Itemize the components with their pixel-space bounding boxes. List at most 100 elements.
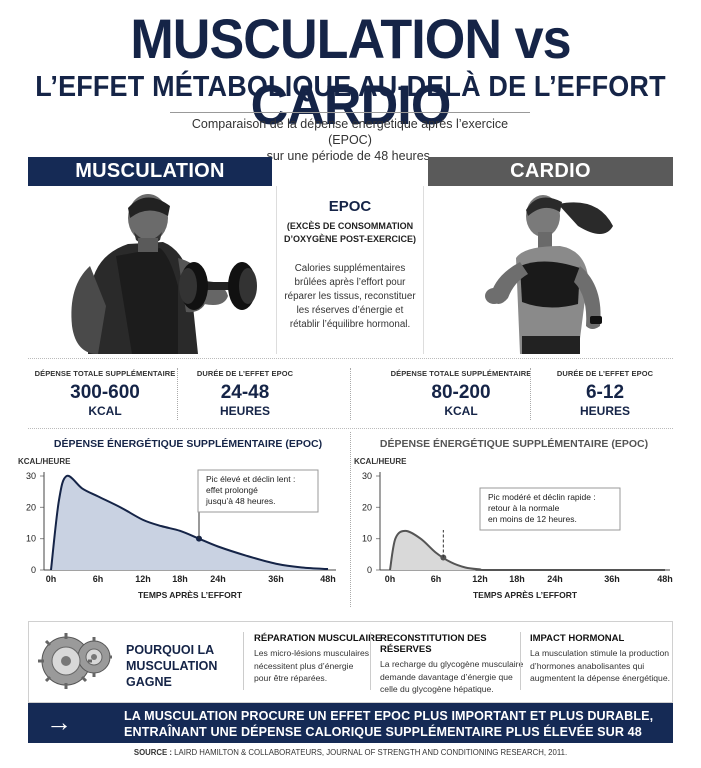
page-subtitle: L’EFFET MÉTABOLIQUE AU-DELÀ DE L’EFFORT bbox=[35, 71, 666, 103]
stats-divider bbox=[177, 368, 178, 420]
x-tick-label: 0h bbox=[46, 574, 57, 584]
x-tick-label: 48h bbox=[657, 574, 673, 584]
gears-illustration bbox=[36, 627, 114, 697]
x-axis-label: TEMPS APRÈS L’EFFORT bbox=[473, 590, 578, 600]
musc-duration-label: DURÉE DE L’EFFET EPOC bbox=[196, 369, 294, 378]
reason-desc-line: d’hormones anabolisantes qui bbox=[530, 660, 645, 671]
reason-title: IMPACT HORMONAL bbox=[530, 633, 625, 644]
musc-duration-value: 24-48 bbox=[220, 382, 270, 403]
col-divider bbox=[370, 632, 371, 690]
cardio-duration-value: 6-12 bbox=[585, 382, 625, 403]
x-tick-label: 24h bbox=[210, 574, 226, 584]
reason-desc-line: nécessitent plus d’énergie bbox=[254, 660, 354, 671]
annotation-line: retour à la normale bbox=[488, 503, 560, 513]
musc-total-value: 300-600 bbox=[70, 382, 140, 403]
conclusion-text: LA MUSCULATION PROCURE UN EFFET EPOC PLU… bbox=[124, 708, 673, 756]
annotation-line: jusqu’à 48 heures. bbox=[205, 496, 275, 506]
cardio-duration-unit: HEURES bbox=[579, 404, 630, 418]
x-axis-label: TEMPS APRÈS L’EFFORT bbox=[138, 590, 243, 600]
musc-duration-stat: DURÉE DE L’EFFET EPOC 24-48 HEURES bbox=[170, 369, 320, 418]
annotation-box bbox=[197, 469, 319, 513]
musc-total-label: DÉPENSE TOTALE SUPPLÉMENTAIRE bbox=[34, 369, 176, 378]
x-tick-label: 6h bbox=[93, 574, 104, 584]
cardio-duration-stat: DURÉE DE L’EFFET EPOC 6-12 HEURES bbox=[530, 369, 680, 418]
epoc-subtitle-line-1: (EXCÈS DE CONSOMMATION bbox=[286, 221, 414, 231]
weightlifter-photo bbox=[28, 186, 272, 354]
source-text: LAIRD HAMILTON & COLLABORATEURS, JOURNAL… bbox=[174, 748, 568, 757]
cardio-total-label: DÉPENSE TOTALE SUPPLÉMENTAIRE bbox=[390, 369, 532, 378]
reason-desc-line: celle du glycogène hépatique. bbox=[380, 684, 494, 694]
charts-center-divider bbox=[350, 432, 351, 607]
epoc-subtitle-line-2: D’OXYGÈNE POST-EXERCICE) bbox=[283, 234, 417, 244]
page-title: MUSCULATION vs CARDIO bbox=[130, 7, 571, 136]
series-area bbox=[390, 530, 665, 570]
epoc-description: Calories supplémentaires brûlées après l… bbox=[277, 262, 423, 332]
stats-bottom-divider bbox=[28, 428, 673, 429]
annotation-box bbox=[479, 487, 621, 531]
cardio-total-stat: DÉPENSE TOTALE SUPPLÉMENTAIRE 80-200 KCA… bbox=[386, 369, 536, 418]
y-tick-label: 20 bbox=[26, 502, 36, 512]
musc-chart-title: DÉPENSE ÉNERGÉTIQUE SUPPLÉMENTAIRE (EPOC… bbox=[53, 438, 323, 450]
runner-photo bbox=[428, 186, 673, 354]
annotation-line: en moins de 12 heures. bbox=[488, 514, 577, 524]
reason-desc-line: La musculation stimule la production bbox=[530, 648, 670, 658]
reason-desc-line: demande davantage d’énergie que bbox=[380, 671, 513, 682]
reason-desc-line: augmentent la dépense énergétique. bbox=[530, 673, 670, 683]
series-line bbox=[389, 529, 665, 571]
annotation-point bbox=[196, 535, 202, 542]
x-tick-label: 48h bbox=[320, 574, 336, 584]
epoc-desc-line-2: brûlées après l’effort pour bbox=[294, 277, 406, 288]
reason-title: RECONSTITUTION DES RÉSERVES bbox=[380, 633, 487, 655]
y-axis-label: KCAL/HEURE bbox=[18, 457, 71, 466]
epoc-subtitle: (EXCÈS DE CONSOMMATION D’OXYGÈNE POST-EX… bbox=[277, 220, 423, 246]
conclusion-banner: → LA MUSCULATION PROCURE UN EFFET EPOC P… bbox=[28, 703, 673, 755]
epoc-desc-line-1: Calories supplémentaires bbox=[294, 263, 406, 274]
reason-title: RÉPARATION MUSCULAIRE bbox=[254, 633, 382, 644]
y-tick-label: 10 bbox=[362, 534, 372, 544]
epoc-desc-line-5: rétablir l’équilibre hormonal. bbox=[289, 319, 411, 330]
x-tick-label: 36h bbox=[268, 574, 284, 584]
why-title-line-2: MUSCULATION GAGNE bbox=[126, 659, 218, 689]
x-tick-label: 18h bbox=[509, 574, 525, 584]
arrow-right-icon: → bbox=[46, 707, 72, 737]
intro-line-1: Comparaison de la dépense énergétique ap… bbox=[191, 117, 509, 147]
cardio-total-unit: KCAL bbox=[444, 404, 478, 418]
cardio-duration-label: DURÉE DE L’EFFET EPOC bbox=[556, 369, 654, 378]
musc-total-stat: DÉPENSE TOTALE SUPPLÉMENTAIRE 300-600 KC… bbox=[30, 369, 180, 418]
y-tick-label: 20 bbox=[362, 502, 372, 512]
reason-desc-line: pour être réparées. bbox=[254, 673, 328, 683]
x-tick-label: 6h bbox=[431, 574, 442, 584]
series-area bbox=[51, 475, 328, 570]
source-label: SOURCE : bbox=[133, 748, 172, 757]
x-tick-label: 12h bbox=[472, 574, 488, 584]
y-tick-label: 0 bbox=[31, 565, 36, 575]
epoc-desc-line-3: réparer les tissus, reconstituer bbox=[284, 291, 416, 302]
why-title-line-1: POURQUOI LA bbox=[126, 643, 215, 657]
cardio-chart-title: DÉPENSE ÉNERGÉTIQUE SUPPLÉMENTAIRE (EPOC… bbox=[379, 438, 649, 450]
y-tick-label: 30 bbox=[362, 471, 372, 481]
annotation-line: effet prolongé bbox=[206, 485, 258, 495]
epoc-title: EPOC bbox=[328, 198, 372, 215]
cardio-band: CARDIO bbox=[428, 157, 673, 186]
why-box bbox=[28, 621, 673, 703]
x-tick-label: 12h bbox=[135, 574, 151, 584]
intro-text: Comparaison de la dépense énergétique ap… bbox=[170, 112, 530, 164]
stats-divider bbox=[530, 368, 531, 420]
x-tick-label: 24h bbox=[547, 574, 563, 584]
reason-column: RÉPARATION MUSCULAIRE Les micro-lésions … bbox=[254, 633, 394, 685]
why-title: POURQUOI LA MUSCULATION GAGNE bbox=[126, 642, 236, 690]
reason-desc-line: La recharge du glycogène musculaire bbox=[380, 659, 524, 669]
stats-top-divider bbox=[28, 358, 673, 359]
epoc-explanation: EPOC (EXCÈS DE CONSOMMATION D’OXYGÈNE PO… bbox=[276, 186, 424, 354]
epoc-desc-line-4: les réserves d’énergie et bbox=[296, 305, 404, 316]
stats-center-divider bbox=[350, 368, 351, 420]
annotation-line: Pic élevé et déclin lent : bbox=[206, 474, 295, 484]
musc-epoc-chart: KCAL/HEURE 0 10 20 30 0h 6h 12h 18h 24h 36h 48h TEMP… bbox=[18, 457, 336, 600]
y-axis-label: KCAL/HEURE bbox=[354, 457, 407, 466]
series-line bbox=[50, 474, 329, 571]
x-tick-label: 36h bbox=[604, 574, 620, 584]
annotation-point bbox=[440, 554, 447, 561]
y-tick-label: 30 bbox=[26, 471, 36, 481]
source-citation: SOURCE : LAIRD HAMILTON & COLLABORATEURS… bbox=[0, 748, 701, 757]
conclusion-line-2: ENTRAÎNANT UNE DÉPENSE CALORIQUE SUPPLÉM… bbox=[124, 725, 642, 755]
